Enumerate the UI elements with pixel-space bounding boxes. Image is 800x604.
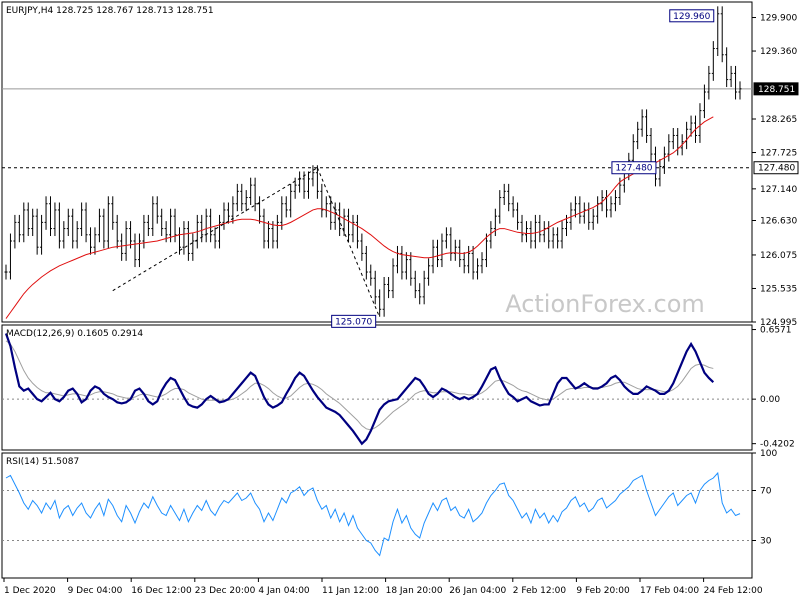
rsi-tick-label: 70	[760, 487, 772, 497]
price-annotation-label: 125.070	[335, 317, 372, 327]
rsi-line	[5, 471, 741, 557]
x-tick-label: 9 Feb 20:00	[576, 586, 630, 596]
x-tick-label: 2 Feb 12:00	[513, 586, 567, 596]
x-tick-label: 18 Jan 20:00	[386, 586, 443, 596]
x-tick-label: 11 Jan 12:00	[322, 586, 379, 596]
x-tick-label: 23 Dec 20:00	[195, 586, 256, 596]
y-tick-label: 124.995	[760, 318, 797, 328]
moving-average-line	[5, 116, 714, 319]
current-price-tag-box	[753, 82, 799, 96]
macd-signal-line	[5, 340, 714, 431]
y-tick-label: 125.535	[760, 284, 797, 294]
panel-frame	[1, 324, 753, 451]
macd-line	[4, 333, 715, 446]
x-tick-label: 17 Feb 04:00	[640, 586, 699, 596]
watermark: ActionForex.com	[505, 290, 705, 318]
y-tick-label: 129.900	[760, 14, 797, 24]
price-header: EURJPY,H4 128.725 128.767 128.713 128.75…	[6, 6, 214, 16]
x-tick-label: 4 Jan 04:00	[258, 586, 310, 596]
x-tick-label: 24 Feb 12:00	[704, 586, 763, 596]
price-annotation-label: 129.960	[673, 12, 710, 22]
macd-header: MACD(12,26,9) 0.1605 0.2914	[6, 329, 143, 339]
price-annotation-label: 127.480	[615, 164, 652, 174]
y-tick-label: 128.265	[760, 115, 797, 125]
level-tag-box	[753, 161, 799, 175]
y-tick-label: 127.140	[760, 185, 797, 195]
panel-frame	[1, 1, 753, 323]
x-tick-label: 16 Dec 12:00	[131, 586, 192, 596]
x-tick-label: 9 Dec 04:00	[68, 586, 123, 596]
x-tick-label: 26 Jan 04:00	[449, 586, 506, 596]
macd-tick-label: 0.00	[760, 395, 780, 405]
y-tick-label: 126.630	[760, 217, 797, 227]
y-tick-label: 127.725	[760, 149, 797, 159]
trend-line-down	[316, 167, 381, 318]
x-tick-label: 1 Dec 2020	[4, 586, 56, 596]
price-annotation-box	[331, 314, 377, 328]
current-price-tag-label: 128.751	[758, 85, 795, 95]
trend-line-up	[112, 167, 318, 292]
macd-tick-label: 0.6571	[760, 326, 792, 336]
level-tag-label: 127.480	[758, 164, 795, 174]
y-tick-label: 126.075	[760, 251, 797, 261]
panel-frame	[1, 452, 753, 579]
macd-tick-label: -0.4202	[760, 440, 795, 450]
rsi-tick-label: 30	[760, 537, 772, 547]
rsi-tick-label: 100	[760, 449, 777, 459]
price-annotation-box	[669, 9, 715, 23]
rsi-header: RSI(14) 51.5087	[6, 457, 79, 467]
price-annotation-box	[611, 161, 657, 175]
y-tick-label: 129.360	[760, 47, 797, 57]
